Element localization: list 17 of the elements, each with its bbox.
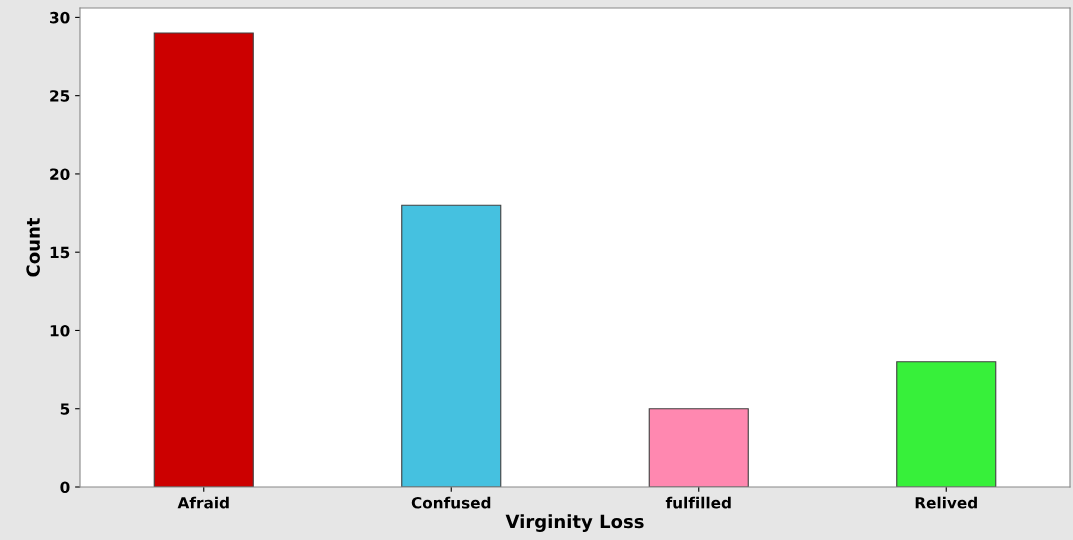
bar <box>401 204 502 487</box>
x-axis-title: Virginity Loss <box>505 514 644 532</box>
bar <box>896 361 997 487</box>
y-tick-label: 20 <box>50 168 70 180</box>
x-tick-label: Relived <box>915 496 977 509</box>
bar <box>153 32 254 487</box>
y-tick-label: 25 <box>50 90 70 102</box>
bar <box>648 408 749 487</box>
x-tick-label: Afraid <box>177 496 229 509</box>
y-tick-label: 5 <box>60 403 70 415</box>
y-tick-label: 30 <box>50 11 70 24</box>
x-tick-label: Confused <box>411 496 491 509</box>
y-tick-label: 10 <box>50 324 70 337</box>
x-tick-label: fulfilled <box>665 496 731 509</box>
y-axis-title: Count <box>26 217 40 277</box>
y-tick-label: 0 <box>60 481 70 494</box>
y-tick-label: 15 <box>50 246 70 259</box>
